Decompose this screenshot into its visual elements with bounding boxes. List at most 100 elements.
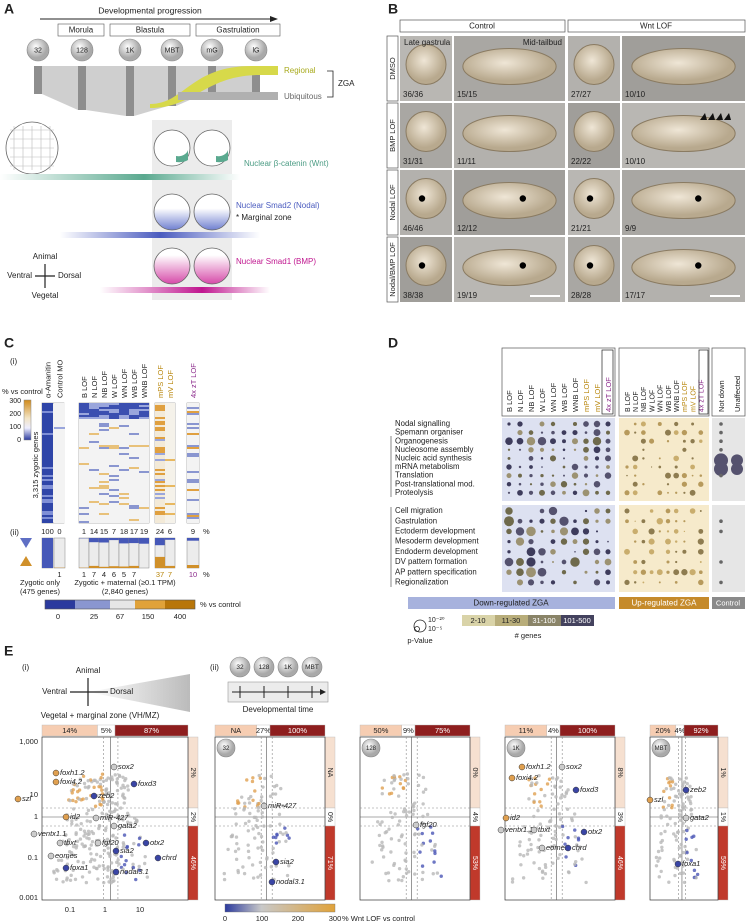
up-bar (165, 565, 175, 568)
heatmap-cell (155, 489, 165, 491)
column-label: WNB LOF (674, 380, 681, 412)
heatmap-cell (139, 413, 149, 415)
enrichment-dot (540, 530, 544, 533)
highlighted-gene (260, 802, 268, 810)
stage-icon (277, 656, 299, 678)
down-bar (155, 538, 165, 546)
down-bar (139, 538, 149, 544)
gene-point (574, 859, 578, 864)
heatmap-cell (139, 465, 149, 467)
heatmap-cell (155, 495, 165, 497)
heatmap-cell (129, 485, 139, 487)
heatmap-cell (54, 405, 65, 407)
gene-point (662, 807, 667, 812)
percent-bar-frame (164, 537, 176, 569)
heatmap-cell (54, 515, 65, 517)
gene-point (92, 785, 96, 790)
header-frame (501, 347, 616, 417)
gene-point (527, 830, 532, 834)
enrichment-dot (667, 491, 669, 494)
heatmap-cell (119, 461, 129, 463)
heatmap-cell (139, 423, 149, 425)
column-label: NB LOF (641, 387, 648, 412)
gene-point (94, 866, 99, 871)
heatmap-cell (89, 489, 99, 491)
enrichment-dot (648, 549, 655, 555)
legend-title: p-Value (407, 636, 432, 645)
enrichment-dot (657, 422, 662, 426)
colorbar-label: % Wnt LOF vs control (342, 914, 415, 923)
row-label: Cell migration (395, 506, 443, 515)
footer-bar (408, 597, 615, 609)
percent-label: 1 (57, 570, 61, 579)
heatmap-cell (54, 481, 65, 483)
gene-point (684, 837, 688, 841)
heatmap-cell (79, 519, 89, 521)
gene-label: nodal3.1 (120, 867, 149, 876)
enrichment-dot (698, 528, 704, 534)
gene-point (539, 804, 543, 808)
up-bar (119, 566, 129, 568)
gene-point (575, 843, 579, 847)
heatmap-cell (89, 457, 99, 459)
heatmap-cell (187, 493, 199, 495)
heatmap-cell (89, 473, 99, 475)
enrichment-dot (583, 473, 589, 478)
heatmap-cell (187, 451, 199, 453)
gene-point (113, 808, 118, 812)
heatmap-cell (165, 417, 175, 419)
legend-dot (414, 626, 420, 632)
heatmap-cell (42, 501, 53, 503)
heatmap-cell (155, 417, 165, 419)
heatmap-cell (109, 423, 119, 425)
enrichment-dot (674, 421, 679, 427)
gene-point (274, 835, 278, 840)
gene-point (678, 809, 682, 813)
column-label: NB LOF (527, 384, 536, 412)
gene-point (63, 833, 68, 838)
column-label: WN LOF (658, 385, 665, 412)
heatmap-cell (99, 513, 109, 515)
gene-point (68, 798, 72, 803)
enrichment-dot (605, 549, 611, 555)
heatmap-cell (54, 487, 65, 489)
heatmap-cell (89, 477, 99, 479)
percent-label: 5 (122, 570, 126, 579)
heatmap-cell (42, 483, 53, 485)
enrichment-dot (594, 559, 600, 565)
stage-icon (244, 38, 268, 62)
heatmap-cell (109, 413, 119, 415)
heatmap-cell (99, 449, 109, 451)
legend-label: 31-100 (532, 616, 555, 625)
column-label: W LOF (538, 388, 547, 412)
gene-point (132, 841, 136, 846)
heatmap-cell (187, 503, 199, 505)
gene-point (86, 786, 90, 790)
heatmap-cell (129, 473, 139, 475)
enrichment-dot (528, 456, 534, 461)
heatmap-cell (42, 489, 53, 491)
heatmap-cell (54, 443, 65, 445)
heatmap-cell (155, 433, 165, 435)
heatmap-cell (139, 501, 149, 503)
gene-point (105, 842, 109, 846)
enrichment-dot (584, 570, 588, 574)
gene-point (105, 837, 110, 842)
count-label: 12/12 (457, 224, 478, 233)
enrichment-dot (632, 481, 638, 487)
gene-point (377, 833, 382, 838)
enrichment-dot (571, 527, 579, 536)
heatmap-cell (79, 421, 89, 423)
heatmap-cell (129, 507, 139, 509)
gene-point (283, 826, 287, 830)
gene-point (247, 856, 251, 860)
heatmap-cell (119, 423, 129, 425)
down-icon (20, 538, 32, 548)
stage-icon (200, 38, 224, 62)
heatmap-cell (79, 505, 89, 507)
heatmap-cell (79, 409, 89, 411)
enrichment-dot (624, 548, 630, 555)
heatmap-cell (99, 499, 109, 501)
heatmap-cell (42, 519, 53, 521)
